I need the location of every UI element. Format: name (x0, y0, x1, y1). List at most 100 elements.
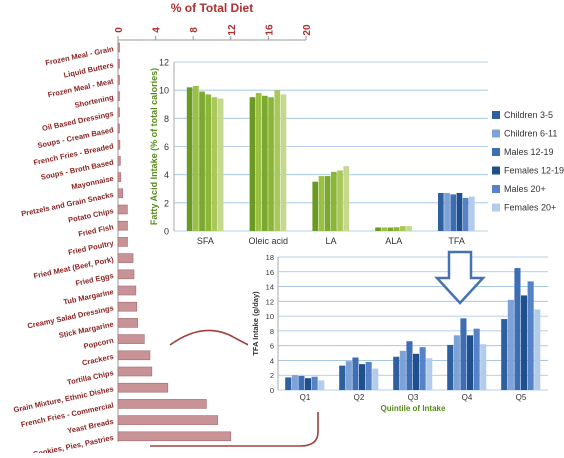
chart2-bar (193, 85, 199, 231)
chart2-legend-label: Children 3-5 (504, 110, 553, 120)
chart3-tick-label: 14 (266, 283, 274, 292)
chart3-bar (507, 299, 514, 390)
chart3-bar (426, 358, 433, 390)
chart2-tick-label: 10 (159, 86, 169, 96)
chart1-tick-label: 16 (264, 24, 275, 36)
chart2-bar (312, 181, 319, 231)
chart2-bar (268, 97, 274, 231)
chart2-bar (318, 176, 325, 231)
chart3-bar (311, 376, 318, 390)
chart1-tick-label: 4 (152, 27, 163, 33)
chart3-tick-label: 2 (270, 371, 274, 380)
chart1-bar (117, 269, 135, 280)
chart2-legend-label: Females 20+ (504, 203, 556, 213)
chart2-tick-label: 6 (164, 142, 169, 152)
chart3-bar (305, 378, 312, 390)
chart2-bar (343, 166, 350, 231)
chart2-legend-label: Children 6-11 (504, 129, 557, 139)
chart1-category-label: Fried Poultry (67, 238, 115, 257)
chart3-bar (345, 361, 352, 390)
chart3-tick-label: 18 (266, 253, 274, 262)
chart2-tick-label: 4 (164, 170, 169, 180)
chart2-bar (456, 192, 463, 231)
chart1-bar (117, 318, 139, 328)
chart1-bar (117, 350, 151, 361)
chart2-bar (381, 227, 388, 231)
chart3-bar (460, 318, 467, 390)
chart2-bar (375, 227, 381, 231)
chart3-bar (399, 350, 406, 390)
chart1-bar (117, 415, 218, 425)
chart2-bar (450, 194, 457, 231)
chart2-category-label: Oleic acid (248, 236, 288, 246)
chart3-bar (467, 335, 474, 390)
chart2-bar (337, 170, 343, 231)
chart1-category-label: Potato Chips (67, 206, 114, 224)
chart1-title: % of Total Diet (171, 1, 253, 15)
chart2-legend-label: Females 12-19 (504, 166, 564, 176)
chart3-bar (318, 380, 325, 390)
chart1-bar (117, 123, 120, 134)
chart2-category-label: ALA (385, 236, 402, 246)
chart3-bar (413, 353, 420, 390)
chart1-category-label: Shortening (74, 93, 115, 110)
chart2-bar (249, 97, 256, 231)
chart3-tick-label: 10 (266, 312, 274, 321)
chart2-bar (406, 226, 412, 231)
chart1-bar (117, 107, 120, 118)
chart2-legend-swatch (492, 166, 500, 175)
chart1-bar (117, 172, 122, 182)
chart3-tick-label: 8 (270, 327, 274, 336)
chart1-bar (117, 220, 130, 231)
chart1-bar (117, 58, 120, 69)
chart3-bar (406, 341, 413, 390)
chart1-category-label: Mayonnaise (71, 174, 115, 192)
chart3-bar (298, 375, 305, 390)
chart2-legend-swatch (492, 148, 500, 156)
chart2-legend-swatch (492, 203, 500, 212)
chart3-x-axis-label: Quintile of Intake (381, 404, 446, 413)
chart3-tick-label: 16 (266, 268, 274, 277)
chart2-bar (462, 197, 469, 231)
chart1-category-label: Fried Fish (77, 222, 114, 238)
chart3-bar (372, 368, 379, 390)
chart3-tick-label: 4 (270, 356, 274, 365)
chart1-bar (117, 204, 128, 215)
chart2-bar (444, 192, 450, 231)
chart2-tick-label: 8 (164, 114, 169, 124)
chart2-bar (324, 176, 331, 231)
chart3-tick-label: 12 (266, 297, 274, 306)
chart1-bar (117, 334, 145, 344)
chart3-category-label: Q3 (408, 393, 419, 402)
chart1-bar (117, 399, 207, 409)
chart2-legend-swatch (492, 185, 500, 193)
chart2-category-label: LA (325, 236, 336, 246)
chart1-bar (117, 188, 123, 199)
chart3-category-label: Q1 (300, 393, 311, 402)
chart3-bar (480, 344, 487, 390)
chart3-bar (365, 361, 372, 390)
chart1-bar (117, 431, 232, 442)
chart2-tick-label: 0 (164, 227, 169, 237)
chart2-bar (211, 97, 218, 231)
chart1-bar (117, 156, 121, 166)
chart2-bar (438, 192, 444, 231)
chart3-tick-label: 6 (270, 342, 274, 351)
chart3-bar (534, 309, 541, 390)
chart2-category-label: TFA (448, 236, 465, 246)
chart1-category-label: Tortilla Chips (66, 368, 114, 387)
chart2-bar (393, 227, 400, 231)
chart1-category-label: Popcorn (83, 336, 115, 351)
chart2-y-axis-label: Fatty Acid Intake (% of total calories) (149, 68, 159, 225)
chart1-tick-label: 12 (227, 24, 238, 36)
chart3-bar (291, 375, 298, 390)
chart2-legend-label: Males 20+ (504, 184, 546, 194)
chart1-bar (117, 366, 153, 377)
chart2-bar (400, 226, 406, 231)
chart2-tick-label: 12 (159, 58, 169, 68)
chart2-bar (387, 227, 394, 231)
chart3-bar (514, 268, 521, 390)
chart3-tick-label: 0 (270, 386, 274, 395)
